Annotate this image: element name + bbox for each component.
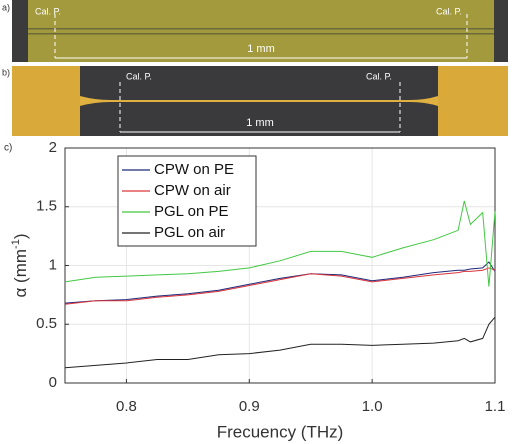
y-axis-label-part: α (mm [11, 249, 30, 298]
series-line [64, 200, 496, 287]
y-axis-label-part: ) [11, 234, 30, 240]
cal-label: Cal. P. [126, 71, 152, 81]
photo-b: b) Cal. P. Cal. P. 1 mm [2, 66, 508, 136]
cal-label: Cal. P. [436, 6, 462, 16]
y-tick-label: 0 [49, 374, 57, 391]
y-axis-label: α (mm-1) [10, 234, 31, 298]
chart: 0 0.5 1 1.5 2 0.8 0.9 1.0 1.1 CPW on PE CPW on air… [10, 139, 506, 442]
panel-label: a) [2, 2, 10, 12]
series-line [64, 316, 496, 369]
x-tick-label: 0.9 [239, 398, 260, 415]
series-line [64, 261, 496, 304]
panel-label: c) [4, 143, 12, 154]
legend-label: PGL on PE [154, 203, 229, 220]
legend-label: CPW on air [154, 182, 231, 199]
x-tick-label: 0.8 [116, 398, 137, 415]
y-axis-label-part: -1 [10, 239, 22, 249]
y-tick-label: 1.5 [36, 198, 57, 215]
scale-label: 1 mm [247, 43, 275, 55]
x-tick-label: 1.1 [485, 398, 506, 415]
cal-label: Cal. P. [366, 71, 392, 81]
x-tick-label: 1.0 [362, 398, 383, 415]
photo-a: a) Cal. P. Cal. P. 1 mm [2, 0, 508, 62]
scale-label: 1 mm [246, 117, 274, 129]
panel-label: b) [2, 67, 10, 77]
y-tick-label: 2 [49, 139, 57, 156]
legend-label: CPW on PE [154, 161, 234, 178]
y-tick-label: 0.5 [36, 315, 57, 332]
series-line [64, 267, 496, 305]
cal-label: Cal. P. [35, 6, 61, 16]
x-axis-label: Frecuency (THz) [217, 422, 344, 441]
axes-frame [64, 147, 496, 384]
y-tick-label: 1 [49, 256, 57, 273]
legend-box [117, 155, 257, 247]
legend-label: PGL on air [154, 224, 225, 241]
